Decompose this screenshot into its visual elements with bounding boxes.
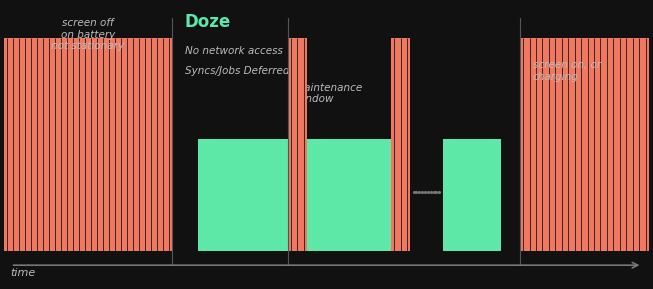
Text: Syncs/Jobs Deferred: Syncs/Jobs Deferred: [185, 66, 289, 76]
Text: Doze: Doze: [185, 13, 231, 31]
Bar: [443, 139, 501, 251]
Bar: [4, 38, 172, 251]
Bar: [520, 38, 649, 251]
Text: screen off
on battery
not stationary: screen off on battery not stationary: [52, 18, 125, 51]
Text: No network access: No network access: [185, 46, 283, 56]
Text: time: time: [10, 268, 36, 278]
Bar: [391, 38, 410, 251]
Bar: [307, 139, 391, 251]
Text: maintenance
window: maintenance window: [295, 83, 362, 104]
Bar: [288, 38, 307, 251]
Bar: [198, 139, 288, 251]
Text: screen on, or
charging: screen on, or charging: [533, 60, 601, 82]
